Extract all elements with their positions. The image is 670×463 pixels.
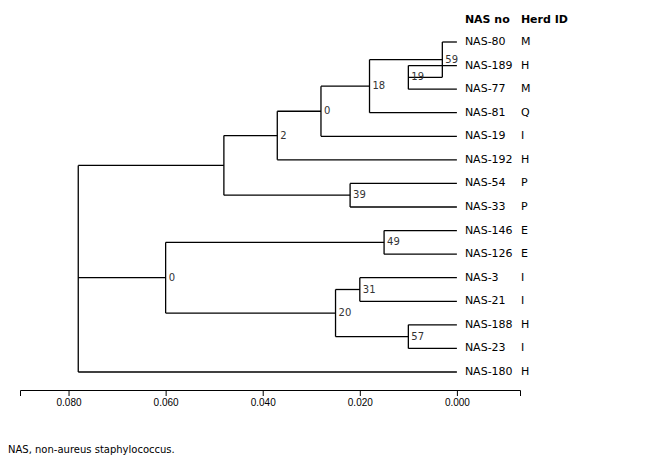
herd-label: I	[521, 129, 524, 142]
tree	[78, 42, 457, 372]
branch	[370, 112, 457, 113]
tick-mark	[360, 390, 361, 396]
herd-label: H	[521, 318, 529, 331]
taxon-label: NAS-3	[465, 271, 499, 284]
herd-label: E	[521, 247, 528, 260]
branch	[408, 348, 457, 349]
bootstrap-label: 19	[411, 71, 424, 82]
chart: 19 59 18 0 2 39 49 31 57 20 0 NAS-80 M NAS-189 H NAS-77…	[0, 0, 670, 463]
branch	[78, 277, 165, 278]
branch	[78, 165, 224, 166]
tick-mark	[457, 390, 458, 396]
column-header: Herd ID	[521, 13, 568, 26]
tick-mark	[69, 390, 70, 396]
tick: 0.020	[348, 390, 373, 408]
taxon-label: NAS-21	[465, 294, 506, 307]
herd-label: I	[521, 271, 524, 284]
herd-label: M	[521, 35, 531, 48]
branch	[350, 183, 457, 184]
taxon-label: NAS-33	[465, 200, 506, 213]
herd-label: Q	[521, 106, 530, 119]
tick: 0.060	[154, 390, 179, 408]
branch	[224, 135, 277, 136]
tick-mark	[263, 390, 264, 396]
branch	[166, 242, 384, 243]
herd-label: H	[521, 59, 529, 72]
tick-label: 0.080	[57, 397, 82, 408]
herd-label: P	[521, 176, 528, 189]
taxon-label: NAS-126	[465, 247, 513, 260]
bootstrap-label: 0	[169, 272, 175, 283]
branch	[277, 111, 321, 112]
branch	[277, 159, 457, 160]
branch	[78, 371, 457, 372]
taxon-label: NAS-189	[465, 59, 513, 72]
bootstrap-label: 59	[445, 54, 458, 65]
bootstrap-label: 57	[411, 331, 424, 342]
branch	[336, 289, 360, 290]
branch	[408, 324, 457, 325]
taxon-label: NAS-81	[465, 106, 506, 119]
branch	[166, 312, 336, 313]
tick-label: 0.020	[348, 397, 373, 408]
tick-label: 0.000	[445, 397, 470, 408]
branch	[408, 65, 457, 66]
taxon-label: NAS-77	[465, 82, 506, 95]
taxon-label: NAS-19	[465, 129, 506, 142]
taxon-label: NAS-23	[465, 341, 506, 354]
herd-label: E	[521, 224, 528, 237]
tick-label: 0.040	[251, 397, 276, 408]
branch	[360, 277, 457, 278]
herd-label: P	[521, 200, 528, 213]
bootstrap-label: 31	[363, 284, 376, 295]
branch	[384, 253, 457, 254]
tick: 0.080	[57, 390, 82, 408]
bootstrap-label: 0	[324, 105, 330, 116]
branch	[350, 206, 457, 207]
herd-label: H	[521, 365, 529, 378]
herd-label: H	[521, 153, 529, 166]
tick-label: 0.060	[154, 397, 179, 408]
branch	[336, 336, 409, 337]
branch	[224, 195, 350, 196]
taxon-label: NAS-180	[465, 365, 513, 378]
herd-label: I	[521, 341, 524, 354]
tick-mark	[166, 390, 167, 396]
branch	[360, 301, 457, 302]
bootstrap-label: 2	[280, 130, 286, 141]
taxon-label: NAS-188	[465, 318, 513, 331]
branch	[321, 86, 370, 87]
taxon-label: NAS-146	[465, 224, 513, 237]
branch	[442, 41, 457, 42]
branch	[408, 88, 457, 89]
x-axis: 0.080 0.060 0.040 0.020 0.000	[21, 390, 521, 408]
bootstrap-label: 39	[353, 189, 366, 200]
labels: 19 59 18 0 2 39 49 31 57 20 0 NAS-80 M NAS-189 H NAS-77…	[169, 13, 568, 378]
herd-label: I	[521, 294, 524, 307]
bootstrap-label: 18	[373, 80, 386, 91]
taxon-label: NAS-192	[465, 153, 513, 166]
axis-line	[21, 391, 521, 397]
column-header: NAS no	[465, 13, 510, 26]
tick: 0.040	[251, 390, 276, 408]
footnote: NAS, non-aureus staphylococcus.	[8, 444, 175, 455]
taxon-label: NAS-54	[465, 176, 506, 189]
bootstrap-label: 49	[387, 236, 400, 247]
branch	[321, 136, 457, 137]
bootstrap-label: 20	[339, 307, 352, 318]
tick: 0.000	[445, 390, 470, 408]
node-bar	[78, 165, 79, 372]
branch	[384, 230, 457, 231]
taxon-label: NAS-80	[465, 35, 506, 48]
herd-label: M	[521, 82, 531, 95]
branch	[370, 59, 443, 60]
